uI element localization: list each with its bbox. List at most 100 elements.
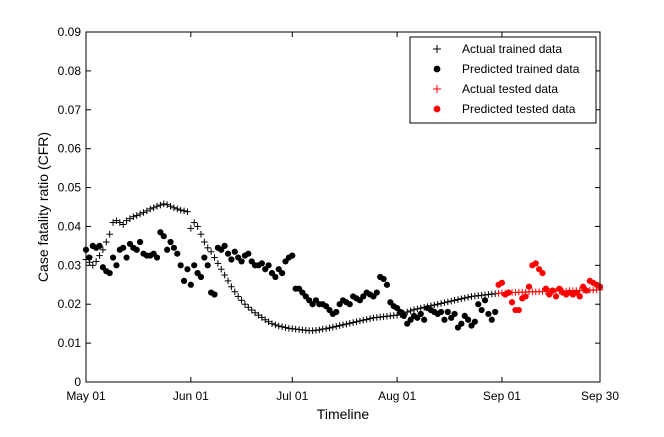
data-point-plus [102, 238, 110, 246]
data-point-dot [515, 306, 522, 314]
data-point-dot [437, 308, 445, 316]
data-point-plus [217, 265, 225, 273]
data-point-dot [211, 291, 218, 298]
data-point-plus [458, 295, 465, 303]
data-point-plus [113, 217, 120, 224]
x-tick-label: Sep 30 [581, 389, 619, 403]
data-point-dot [153, 254, 161, 261]
data-point-plus [282, 324, 289, 331]
data-point-dot [451, 310, 458, 318]
data-point-dot [481, 297, 489, 304]
data-point-plus [316, 326, 323, 334]
data-point-dot [167, 238, 174, 246]
data-point-dot [471, 318, 478, 325]
data-point-plus [343, 320, 350, 328]
series-0 [82, 200, 499, 334]
data-point-plus [150, 204, 157, 212]
data-point-dot [289, 252, 296, 259]
data-point-dot [542, 285, 549, 292]
data-point-dot [221, 242, 228, 249]
y-tick-label: 0.09 [58, 25, 82, 39]
y-tick-label: 0.08 [58, 64, 82, 78]
data-point-dot [238, 258, 245, 265]
x-tick-label: Jun 01 [173, 389, 209, 403]
data-point-plus [207, 248, 215, 256]
data-point-plus [190, 219, 198, 226]
data-point-dot [265, 262, 272, 269]
data-point-plus [187, 225, 195, 232]
data-point-dot [400, 312, 407, 319]
legend-marker [433, 105, 441, 113]
data-point-plus [434, 300, 441, 308]
data-point-plus [403, 308, 411, 316]
data-point-dot [373, 289, 380, 296]
data-point-plus [123, 217, 130, 224]
data-point-plus [96, 252, 103, 259]
data-point-plus [214, 260, 222, 267]
data-point-dot [458, 320, 465, 327]
legend-marker [433, 85, 441, 93]
y-tick-label: 0.07 [58, 103, 82, 117]
data-point-dot [441, 316, 448, 323]
data-point-plus [224, 277, 232, 285]
data-point-dot [170, 244, 178, 251]
data-point-dot [201, 254, 208, 261]
data-point-plus [157, 201, 164, 209]
data-point-plus [407, 307, 414, 315]
data-point-dot [258, 260, 265, 267]
data-point-dot [180, 277, 188, 284]
data-point-plus [167, 202, 174, 210]
data-point-plus [393, 311, 401, 319]
y-tick-label: 0.01 [58, 336, 82, 350]
data-point-plus [363, 316, 370, 323]
data-point-dot [204, 262, 211, 269]
data-point-dot [187, 281, 194, 288]
data-point-dot [380, 275, 387, 283]
data-point-dot [184, 266, 191, 273]
data-point-plus [359, 316, 367, 324]
data-point-plus [204, 244, 212, 252]
x-tick-label: Sep 01 [483, 389, 521, 403]
data-point-plus [447, 297, 455, 305]
legend-entry-label: Predicted trained data [462, 62, 580, 76]
data-point-dot [383, 281, 391, 288]
data-point-plus [130, 213, 137, 221]
data-point-plus [366, 315, 374, 322]
data-point-dot [191, 262, 198, 269]
data-point-plus [346, 319, 354, 327]
data-point-plus [221, 271, 228, 279]
data-point-dot [552, 293, 560, 300]
data-point-dot [279, 270, 286, 277]
data-point-dot [231, 248, 238, 255]
data-point-dot [475, 301, 482, 308]
data-point-dot [522, 293, 529, 300]
data-point-plus [143, 207, 151, 215]
data-point-dot [498, 279, 506, 286]
y-tick-label: 0.05 [58, 181, 82, 195]
data-point-plus [146, 205, 154, 213]
data-point-plus [332, 323, 340, 330]
data-point-plus [414, 305, 421, 313]
series-1 [82, 229, 499, 331]
data-point-plus [322, 325, 330, 333]
data-point-plus [437, 300, 445, 307]
data-point-plus [140, 209, 147, 216]
data-point-dot [488, 316, 495, 323]
data-point-plus [92, 258, 100, 265]
data-point-dot [549, 287, 556, 294]
y-tick-label: 0 [74, 375, 81, 389]
data-point-plus [160, 200, 168, 208]
legend-box [409, 36, 597, 124]
x-tick-label: Jul 01 [276, 389, 308, 403]
data-point-plus [109, 219, 117, 226]
data-point-plus [349, 319, 357, 326]
data-point-dot [174, 250, 181, 257]
data-point-plus [184, 208, 191, 215]
y-tick-label: 0.06 [58, 142, 82, 156]
data-point-dot [465, 316, 472, 323]
data-point-plus [356, 317, 364, 325]
data-point-plus [258, 314, 266, 321]
data-point-plus [238, 297, 245, 304]
data-point-plus [180, 207, 188, 215]
data-point-dot [576, 293, 583, 300]
